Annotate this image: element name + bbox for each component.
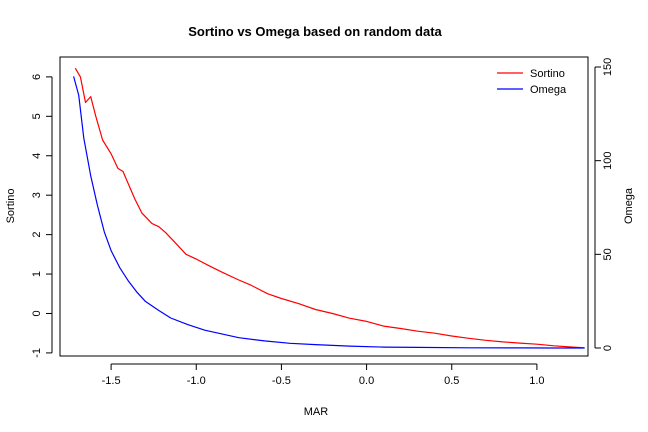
plot-area-border bbox=[59, 56, 589, 357]
x-axis-label: MAR bbox=[304, 406, 329, 418]
y-axis-left-label: Sortino bbox=[5, 189, 17, 224]
legend-label-omega: Omega bbox=[530, 84, 567, 96]
y-left-tick-label: 3 bbox=[31, 192, 43, 198]
y-axis-right: 0 50 100 150 bbox=[594, 58, 614, 351]
y-right-tick-label: 150 bbox=[602, 58, 614, 76]
x-tick-label: 0.5 bbox=[444, 375, 459, 387]
x-tick-label: -1.0 bbox=[187, 375, 206, 387]
series-line-omega bbox=[73, 76, 585, 349]
legend-label-sortino: Sortino bbox=[530, 68, 565, 80]
x-tick-label: 1.0 bbox=[529, 375, 544, 387]
x-tick-label: -0.5 bbox=[272, 375, 291, 387]
y-right-tick-label: 50 bbox=[602, 248, 614, 260]
y-left-tick-label: -1 bbox=[31, 348, 43, 358]
x-tick-label: -1.5 bbox=[102, 375, 121, 387]
y-left-tick-label: 4 bbox=[31, 153, 43, 159]
y-right-tick-label: 0 bbox=[602, 345, 614, 351]
legend: Sortino Omega bbox=[497, 68, 567, 96]
x-tick-label: 0.0 bbox=[359, 375, 374, 387]
y-right-tick-label: 100 bbox=[602, 151, 614, 169]
x-axis: -1.5 -1.0 -0.5 0.0 0.5 1.0 bbox=[102, 363, 545, 387]
y-left-tick-label: 0 bbox=[31, 310, 43, 316]
y-left-tick-label: 2 bbox=[31, 232, 43, 238]
chart-title: Sortino vs Omega based on random data bbox=[188, 24, 442, 39]
series-lines bbox=[73, 67, 585, 349]
y-left-tick-label: 6 bbox=[31, 74, 43, 80]
series-line-sortino bbox=[74, 67, 585, 349]
y-axis-left: -1 0 1 2 3 4 5 6 bbox=[31, 74, 53, 358]
y-axis-right-label: Omega bbox=[623, 187, 635, 224]
y-left-tick-label: 1 bbox=[31, 271, 43, 277]
y-left-tick-label: 5 bbox=[31, 113, 43, 119]
